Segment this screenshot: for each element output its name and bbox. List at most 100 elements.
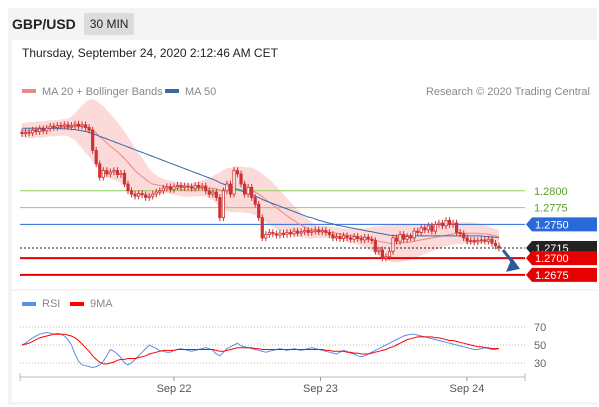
candle-body xyxy=(401,234,406,240)
candle-body xyxy=(384,256,388,259)
candle-body xyxy=(172,186,176,190)
rsi-legend-label: RSI xyxy=(42,298,60,310)
candle-body xyxy=(197,184,201,188)
level-label-1-2700-tag xyxy=(526,251,597,266)
candle-body xyxy=(416,230,420,233)
candle-body xyxy=(313,229,317,232)
candle-body xyxy=(151,193,155,197)
candle-body xyxy=(451,222,455,225)
candle-body xyxy=(486,238,491,242)
candle-body xyxy=(136,193,141,197)
candle-body xyxy=(253,197,257,205)
candle-body xyxy=(204,185,208,192)
candle-body xyxy=(211,191,215,195)
candle-body xyxy=(341,235,346,239)
timeframe-badge[interactable]: 30 MIN xyxy=(83,13,135,35)
candle-body xyxy=(394,237,399,242)
candle-body xyxy=(345,235,349,239)
candle-body xyxy=(281,232,286,235)
candle-body xyxy=(165,186,169,189)
candle-body xyxy=(140,193,144,196)
candle-body xyxy=(303,230,307,233)
rsi-tick-label-70: 70 xyxy=(534,322,546,334)
candle-body xyxy=(440,222,445,227)
candle-body xyxy=(260,217,264,239)
candle-body xyxy=(476,240,480,243)
candle-body xyxy=(129,190,134,195)
candle-body xyxy=(327,232,332,235)
candle-body xyxy=(352,236,356,240)
candle-body xyxy=(370,238,374,241)
level-label-1-2675-tag xyxy=(526,267,597,282)
rsi-tick-label-50: 50 xyxy=(534,340,546,352)
candle-body xyxy=(76,123,81,127)
candle-body xyxy=(126,183,130,192)
candle-body xyxy=(48,125,52,129)
candle-body xyxy=(306,230,310,233)
candle-body xyxy=(112,170,116,173)
timestamp: Thursday, September 24, 2020 2:12:46 AM … xyxy=(22,46,278,60)
candle-body xyxy=(115,170,119,176)
candle-body xyxy=(154,191,158,195)
candle-body xyxy=(447,219,452,225)
candle-body xyxy=(387,250,392,258)
rsi-ma-legend-label: 9MA xyxy=(90,298,113,310)
candle-body xyxy=(334,236,339,239)
candle-body xyxy=(398,234,402,242)
candle-body xyxy=(87,127,91,131)
level-label-1-2675: 1.2675 xyxy=(535,270,569,282)
candle-body xyxy=(356,236,360,239)
credit-text: Research © 2020 Trading Central xyxy=(426,86,590,98)
ma20-line xyxy=(22,126,500,244)
candle-body xyxy=(497,245,501,249)
candle-body xyxy=(264,234,268,239)
candle-body xyxy=(412,230,416,239)
level-label-1-2775: 1.2775 xyxy=(534,203,568,215)
candle-body xyxy=(221,190,225,219)
candle-body xyxy=(235,170,240,175)
candle-body xyxy=(175,184,180,188)
candle-body xyxy=(373,240,377,252)
rsi-ma-legend-swatch xyxy=(70,302,84,306)
candle-body xyxy=(189,186,194,189)
candle-body xyxy=(20,131,24,134)
candle-body xyxy=(55,125,59,128)
candle-body xyxy=(242,183,247,195)
x-tick-label-0: Sep 22 xyxy=(157,383,192,395)
candle-body xyxy=(338,236,342,239)
rsi-legend-swatch xyxy=(22,302,36,306)
candle-body xyxy=(444,219,448,227)
candle-body xyxy=(144,194,148,198)
candle-body xyxy=(391,237,395,252)
candle-body xyxy=(218,197,222,219)
candle-body xyxy=(38,128,42,132)
candle-body xyxy=(45,127,49,132)
candle-body xyxy=(122,172,127,185)
ma50-legend-label: MA 50 xyxy=(185,86,216,98)
candle-body xyxy=(454,222,459,233)
candle-body xyxy=(405,236,409,240)
candle-body xyxy=(168,186,172,190)
chart-header: GBP/USD 30 MIN xyxy=(12,12,135,36)
candle-body xyxy=(80,124,84,127)
candle-body xyxy=(59,125,63,127)
candle-body xyxy=(493,242,498,247)
candle-body xyxy=(359,238,363,241)
candle-body xyxy=(41,128,45,132)
candle-body xyxy=(239,173,243,185)
candle-body xyxy=(94,149,98,165)
candle-body xyxy=(271,232,275,235)
ma20-legend-label: MA 20 + Bollinger Bands xyxy=(42,86,163,98)
candle-body xyxy=(73,123,77,126)
candle-body xyxy=(250,187,254,198)
candle-body xyxy=(320,230,324,233)
candle-body xyxy=(458,232,462,235)
candle-body xyxy=(274,233,279,236)
candle-body xyxy=(225,183,229,192)
candle-body xyxy=(34,129,38,132)
currency-pair: GBP/USD xyxy=(12,16,76,32)
candle-body xyxy=(257,203,261,219)
candle-body xyxy=(232,170,236,195)
bollinger-band-fill xyxy=(22,99,499,263)
